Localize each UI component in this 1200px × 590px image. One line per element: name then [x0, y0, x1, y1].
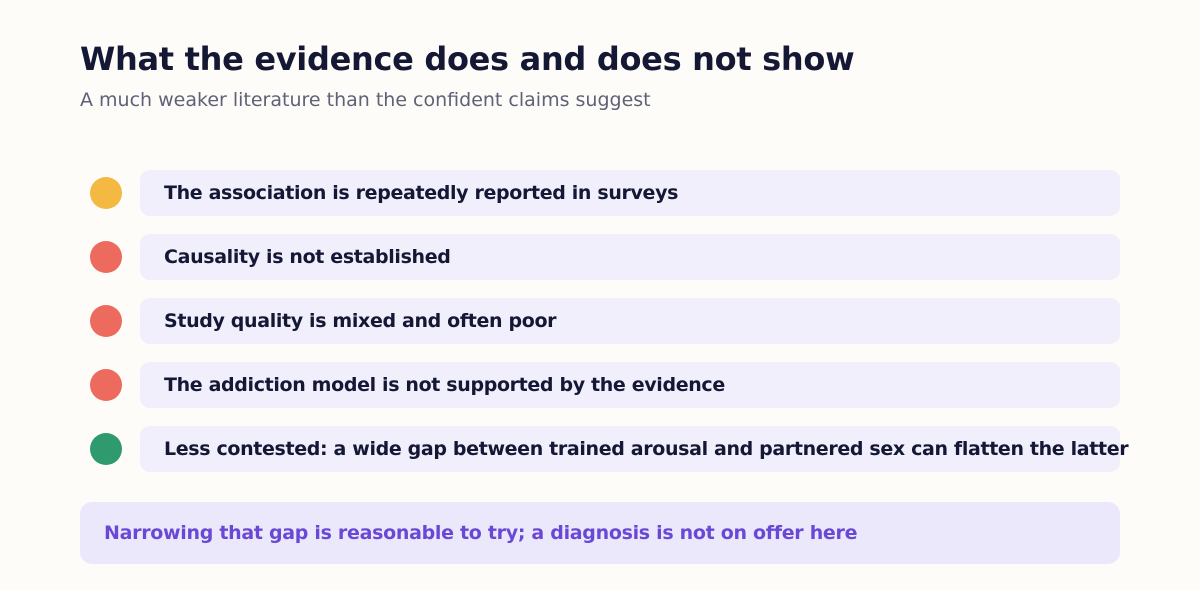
finding-pill [140, 234, 1120, 280]
finding-row: The association is repeatedly reported i… [88, 170, 1120, 216]
footer-callout: Narrowing that gap is reasonable to try;… [80, 502, 1120, 564]
finding-pill [140, 298, 1120, 344]
finding-pill [140, 426, 1120, 472]
finding-text: Less contested: a wide gap between train… [164, 438, 1129, 460]
finding-pill [140, 362, 1120, 408]
finding-pill [140, 170, 1120, 216]
finding-row: The addiction model is not supported by … [88, 362, 1120, 408]
finding-row: Less contested: a wide gap between train… [88, 426, 1129, 472]
status-dot-red [90, 241, 122, 273]
status-dot-red [90, 369, 122, 401]
status-dot-amber [90, 177, 122, 209]
finding-row: Causality is not established [88, 234, 1120, 280]
page-title: What the evidence does and does not show [80, 40, 855, 78]
status-dot-green [90, 433, 122, 465]
finding-text: Study quality is mixed and often poor [164, 310, 557, 332]
finding-text: Causality is not established [164, 246, 451, 268]
page-subtitle: A much weaker literature than the confid… [80, 89, 651, 111]
finding-text: The addiction model is not supported by … [164, 374, 725, 396]
finding-text: The association is repeatedly reported i… [164, 182, 679, 204]
finding-row: Study quality is mixed and often poor [88, 298, 1120, 344]
footer-note: Narrowing that gap is reasonable to try;… [104, 522, 858, 544]
status-dot-red [90, 305, 122, 337]
